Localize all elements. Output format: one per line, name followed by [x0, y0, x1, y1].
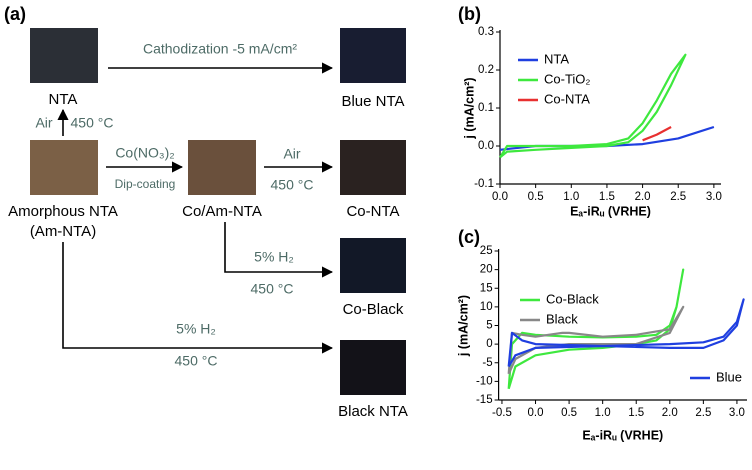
edge-label: Co(NO₃)₂ — [115, 145, 174, 161]
x-axis-label: Eₐ-iRᵤ (VRHE) — [582, 428, 663, 442]
panel-a: (a) NTA Blue NTA Amorphous NTA (Am-NTA) … — [4, 4, 408, 420]
y-tick-label: 0.2 — [478, 64, 494, 76]
node-label: Co-NTA — [346, 203, 399, 220]
photo — [30, 28, 98, 83]
edge-label: 5% H₂ — [254, 249, 294, 265]
legend-label: NTA — [544, 51, 569, 66]
y-tick-label: 0 — [486, 338, 492, 350]
arrow — [224, 222, 334, 278]
arrow — [62, 242, 334, 354]
legend-label: Blue — [716, 369, 742, 384]
y-tick-label: 0.3 — [478, 26, 494, 38]
data-line — [507, 268, 685, 390]
x-tick-label: 1.0 — [595, 407, 611, 419]
x-tick-label: 2.0 — [662, 407, 678, 419]
edge-label: Cathodization -5 mA/cm² — [143, 41, 297, 57]
node-label: Co-Black — [343, 301, 404, 318]
y-tick-label: 0.0 — [478, 140, 494, 152]
edge-label: Dip-coating — [115, 177, 176, 191]
y-tick-label: -15 — [476, 394, 493, 406]
node-label: Co/Am-NTA — [182, 203, 262, 220]
y-tick-label: 20 — [480, 264, 493, 276]
node-label: NTA — [49, 91, 78, 108]
x-tick-label: 2.5 — [670, 191, 686, 203]
node-label: Black NTA — [338, 403, 408, 420]
photo — [340, 140, 406, 195]
legend-label: Co-Black — [546, 291, 599, 306]
photo — [188, 140, 256, 195]
x-tick-label: 3.0 — [706, 191, 722, 203]
panel-label: (c) — [458, 227, 480, 247]
photo — [340, 28, 406, 83]
x-tick-label: 0.5 — [561, 407, 577, 419]
y-tick-label: 25 — [480, 245, 493, 257]
edge-label: Air — [283, 146, 300, 162]
node-label: Amorphous NTA — [8, 203, 118, 220]
y-axis-label: j (mA/cm²) — [456, 295, 470, 357]
edge-label: 450 °C — [71, 115, 114, 131]
data-line — [507, 298, 745, 368]
y-tick-label: -10 — [476, 375, 493, 387]
x-tick-label: -0.5 — [492, 407, 512, 419]
x-tick-label: 3.0 — [729, 407, 745, 419]
photo — [340, 340, 406, 395]
edge-label: 5% H₂ — [176, 321, 216, 337]
y-tick-label: 5 — [486, 320, 492, 332]
edge-label: 450 °C — [175, 353, 218, 369]
x-tick-label: 1.0 — [563, 191, 579, 203]
x-tick-label: 1.5 — [599, 191, 615, 203]
edge-label: 450 °C — [271, 177, 314, 193]
photo — [30, 140, 98, 195]
x-tick-label: 0.0 — [528, 407, 544, 419]
node-label: Blue NTA — [341, 93, 404, 110]
x-tick-label: 2.5 — [695, 407, 711, 419]
x-tick-label: 0.5 — [528, 191, 544, 203]
panel-label: (b) — [458, 4, 481, 24]
x-tick-label: 0.0 — [492, 191, 508, 203]
y-tick-label: -0.1 — [474, 178, 494, 190]
edge-label: Air — [35, 115, 52, 131]
data-line — [642, 126, 672, 142]
panel-label: (a) — [4, 4, 26, 24]
y-tick-label: 0.1 — [478, 102, 494, 114]
y-tick-label: -5 — [482, 357, 492, 369]
legend-label: Co-TiO₂ — [544, 71, 590, 86]
photo — [340, 238, 406, 293]
x-tick-label: 2.0 — [635, 191, 651, 203]
data-line — [499, 53, 687, 159]
x-tick-label: 1.5 — [628, 407, 644, 419]
y-tick-label: 10 — [480, 301, 493, 313]
x-axis-label: Eₐ-iRᵤ (VRHE) — [570, 204, 651, 218]
y-tick-label: 15 — [480, 282, 493, 294]
legend-label: Co-NTA — [544, 91, 590, 106]
node-label: (Am-NTA) — [30, 223, 96, 240]
y-axis-label: j (mA/cm²) — [462, 77, 476, 139]
edge-label: 450 °C — [251, 281, 294, 297]
legend-label: Black — [546, 311, 578, 326]
